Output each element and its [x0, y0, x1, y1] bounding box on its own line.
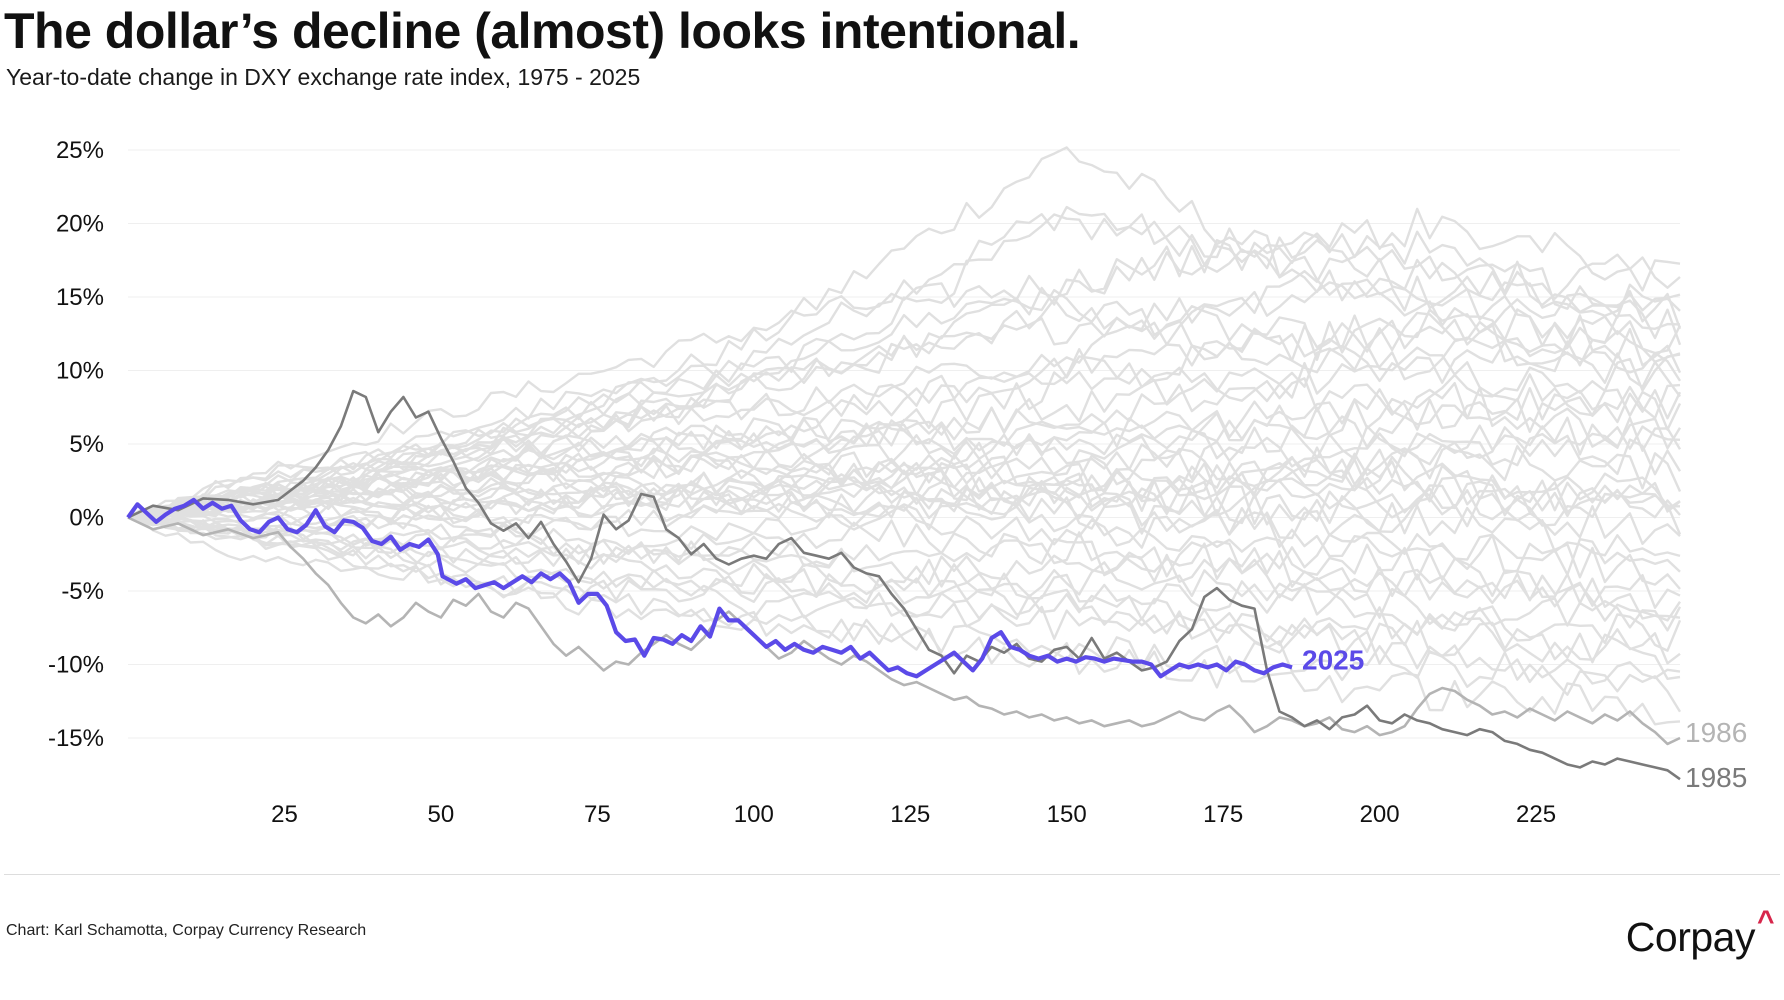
background-series-line: [127, 510, 1681, 590]
background-series-line: [127, 516, 1681, 665]
y-tick-label: 20%: [56, 211, 104, 238]
x-tick-label: 150: [1047, 801, 1087, 828]
chart-plot: 25% 20% 15% 10% 5% 0% -5% -10% -15% 25 50 75 100 125…: [48, 137, 1747, 828]
background-series-line: [127, 492, 1681, 558]
y-axis: 25% 20% 15% 10% 5% 0% -5% -10% -15%: [48, 137, 104, 752]
background-series-line: [127, 515, 1681, 726]
x-tick-label: 200: [1360, 801, 1400, 828]
y-tick-label: 0%: [69, 505, 104, 532]
background-series: [127, 146, 1682, 726]
series-line-2025: [126, 497, 1293, 679]
background-series-line: [127, 230, 1682, 519]
chart-subtitle: Year-to-date change in DXY exchange rate…: [6, 64, 641, 90]
series-line-1985: [127, 389, 1681, 781]
background-series-line: [127, 514, 1682, 713]
series-label-1986: 1986: [1685, 717, 1747, 748]
series-label-1985: 1985: [1685, 762, 1747, 793]
y-tick-label: 25%: [56, 137, 104, 164]
logo-caret-icon: ^: [1756, 905, 1775, 938]
x-tick-label: 225: [1516, 801, 1556, 828]
background-series-line: [127, 490, 1681, 576]
y-tick-label: 5%: [69, 431, 104, 458]
logo-wordmark: Corpay: [1625, 914, 1756, 960]
x-tick-label: 50: [428, 801, 455, 828]
series-label-2025: 2025: [1302, 644, 1364, 675]
x-axis: 25 50 75 100 125 150 175 200 225: [271, 801, 1556, 828]
y-tick-label: 10%: [56, 358, 104, 385]
background-series-line: [127, 417, 1682, 519]
source-note: Chart: Karl Schamotta, Corpay Currency R…: [6, 922, 367, 939]
y-tick-label: -10%: [48, 652, 104, 679]
background-series-line: [127, 311, 1681, 521]
background-series-line: [127, 245, 1681, 520]
x-tick-label: 175: [1203, 801, 1243, 828]
x-tick-label: 100: [734, 801, 774, 828]
background-series-line: [127, 483, 1681, 622]
y-tick-label: -15%: [48, 725, 104, 752]
background-series-line: [127, 458, 1682, 535]
background-series-line: [127, 277, 1682, 519]
highlighted-series: 1986 1985 2025: [126, 389, 1747, 793]
background-series-line: [127, 314, 1682, 519]
series-line-1986: [127, 516, 1681, 746]
background-series-line: [127, 383, 1681, 525]
footer-divider: [4, 874, 1780, 875]
background-series-line: [127, 207, 1681, 521]
background-series-line: [127, 516, 1682, 632]
background-series-line: [127, 513, 1681, 622]
x-tick-label: 125: [890, 801, 930, 828]
x-tick-label: 25: [271, 801, 298, 828]
x-tick-label: 75: [584, 801, 611, 828]
y-tick-label: 15%: [56, 284, 104, 311]
chart-title: The dollar’s decline (almost) looks inte…: [4, 3, 1081, 59]
background-series-line: [127, 516, 1681, 688]
background-series-line: [127, 146, 1682, 519]
corpay-logo: Corpay^: [1625, 905, 1775, 961]
background-series-line: [127, 314, 1681, 519]
y-tick-label: -5%: [61, 578, 104, 605]
background-series-line: [127, 382, 1682, 519]
background-series-line: [127, 283, 1681, 522]
